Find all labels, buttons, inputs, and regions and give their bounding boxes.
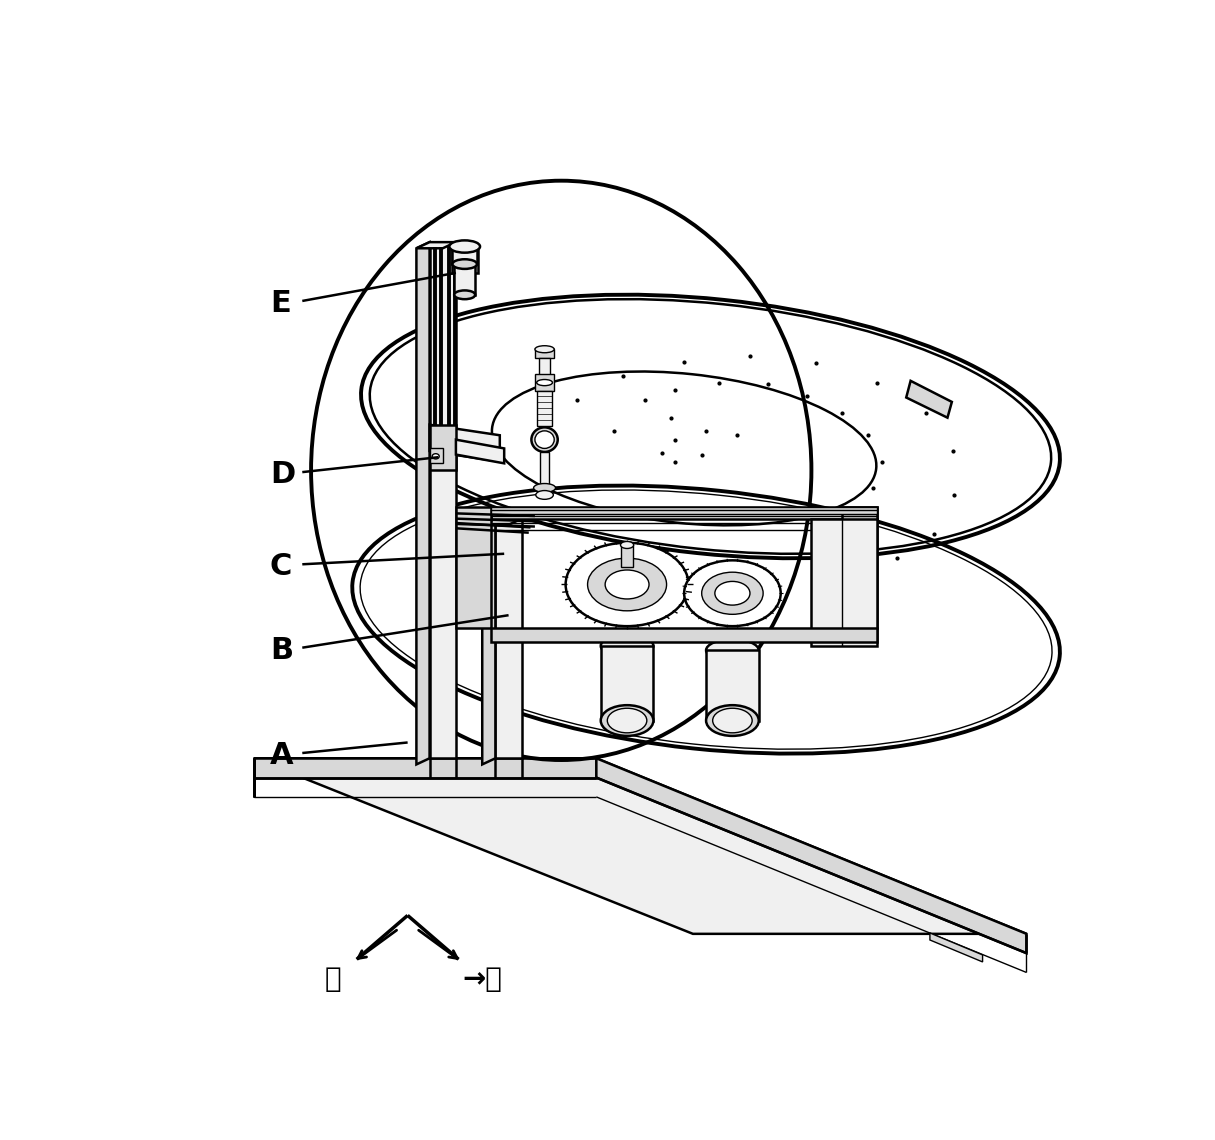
Polygon shape [929, 933, 983, 962]
Ellipse shape [566, 543, 689, 626]
Polygon shape [417, 242, 430, 765]
Polygon shape [454, 264, 475, 295]
Polygon shape [452, 246, 477, 264]
Polygon shape [491, 628, 877, 642]
Polygon shape [254, 758, 1027, 934]
Polygon shape [600, 646, 654, 720]
Text: E: E [270, 290, 290, 318]
Polygon shape [496, 519, 521, 758]
Polygon shape [539, 358, 550, 391]
Ellipse shape [608, 708, 646, 733]
Polygon shape [430, 425, 456, 471]
Polygon shape [597, 758, 1027, 953]
Text: 前: 前 [324, 966, 341, 993]
Polygon shape [482, 519, 496, 765]
Ellipse shape [433, 454, 440, 459]
Polygon shape [452, 246, 477, 272]
Polygon shape [482, 519, 521, 524]
Text: B: B [270, 636, 293, 665]
Polygon shape [906, 381, 951, 417]
Ellipse shape [533, 483, 555, 492]
Polygon shape [812, 519, 877, 646]
Ellipse shape [454, 291, 475, 299]
Polygon shape [535, 374, 554, 391]
Ellipse shape [535, 431, 554, 448]
Polygon shape [491, 507, 877, 519]
Polygon shape [621, 545, 633, 567]
Text: →左: →左 [462, 966, 502, 993]
Polygon shape [541, 451, 549, 488]
Ellipse shape [706, 706, 758, 736]
Ellipse shape [706, 640, 758, 661]
Polygon shape [842, 507, 877, 628]
Ellipse shape [537, 380, 553, 385]
Ellipse shape [714, 581, 750, 605]
Polygon shape [417, 242, 456, 249]
Polygon shape [456, 507, 491, 628]
Ellipse shape [535, 345, 554, 352]
Ellipse shape [713, 708, 752, 733]
Ellipse shape [600, 706, 654, 736]
Polygon shape [535, 349, 554, 358]
Polygon shape [430, 242, 456, 758]
Ellipse shape [621, 542, 634, 548]
Ellipse shape [702, 572, 763, 614]
Polygon shape [430, 448, 442, 463]
Ellipse shape [536, 490, 553, 499]
Polygon shape [537, 391, 553, 426]
Polygon shape [491, 507, 877, 514]
Ellipse shape [450, 241, 480, 253]
Ellipse shape [684, 561, 781, 626]
Polygon shape [456, 440, 504, 463]
Ellipse shape [452, 259, 477, 269]
Polygon shape [430, 425, 499, 462]
Polygon shape [706, 650, 758, 720]
Text: A: A [270, 741, 294, 771]
Ellipse shape [600, 635, 654, 657]
Ellipse shape [605, 570, 649, 598]
Ellipse shape [588, 559, 667, 611]
Ellipse shape [531, 428, 558, 451]
Text: C: C [270, 553, 292, 581]
Text: D: D [270, 461, 295, 489]
Polygon shape [254, 758, 597, 777]
